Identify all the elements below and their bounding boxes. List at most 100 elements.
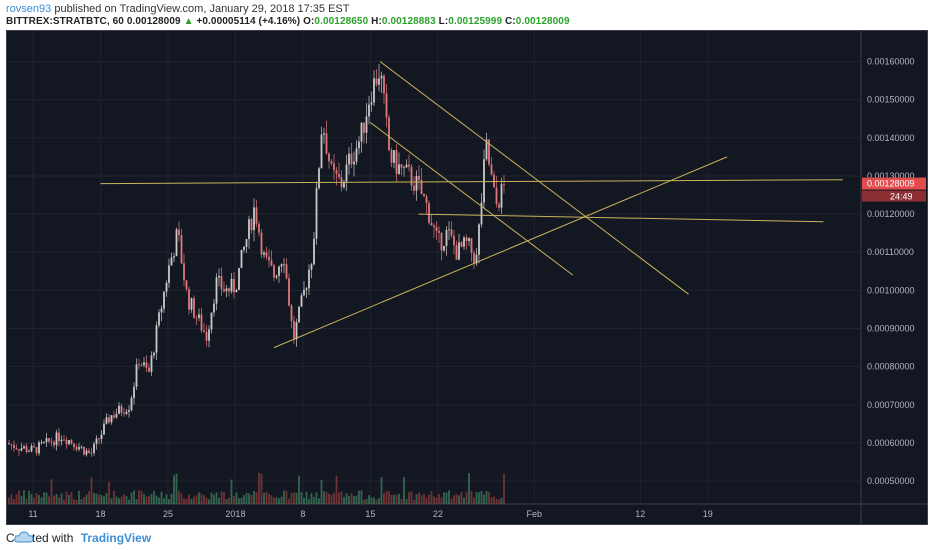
candle-body — [173, 256, 175, 258]
candle-body — [48, 438, 50, 442]
candle-body — [190, 298, 193, 310]
volume-bar — [288, 498, 290, 504]
volume-bar — [210, 492, 213, 504]
candle-body — [50, 441, 53, 443]
candle-body — [355, 148, 358, 162]
volume-bar — [438, 494, 440, 504]
volume-bar — [270, 495, 273, 504]
volume-bar — [483, 494, 485, 504]
trendline[interactable] — [418, 213, 824, 223]
volume-bar — [110, 498, 113, 504]
volume-bar — [140, 490, 143, 504]
candle-body — [30, 445, 33, 452]
y-tick-label: 0.00050000 — [867, 476, 915, 486]
volume-bar — [60, 493, 63, 504]
volume-bar — [53, 495, 55, 504]
candlestick-chart[interactable]: 0.00050000 0.00060000 0.00070000 0.00080000… — [7, 31, 927, 524]
volume-bar — [425, 497, 428, 504]
candle-body — [433, 225, 435, 228]
candle-body — [435, 227, 438, 231]
candle-body — [225, 288, 228, 292]
chart-panel[interactable]: 0.00050000 0.00060000 0.00070000 0.00080000… — [6, 30, 928, 525]
volume-bar — [173, 475, 175, 504]
candle-body — [208, 329, 210, 341]
volume-bar — [33, 497, 35, 504]
candle-body — [155, 325, 158, 353]
candle-body — [455, 245, 458, 260]
candle-body — [313, 238, 315, 265]
candle-body — [265, 252, 268, 257]
volume-bar — [328, 493, 330, 504]
volume-bar — [293, 492, 295, 504]
volume-bar — [398, 493, 400, 504]
candle-body — [230, 278, 233, 292]
volume-bar — [113, 490, 115, 504]
volume-bar — [245, 492, 248, 504]
volume-bar — [318, 498, 320, 504]
volume-bar — [400, 498, 403, 504]
candle-body — [218, 275, 220, 278]
candle-body — [93, 443, 95, 454]
volume-bar — [480, 490, 483, 504]
candle-body — [23, 446, 25, 449]
volume-bar — [135, 499, 138, 504]
volume-bar — [38, 495, 40, 504]
volume-bar — [18, 490, 20, 504]
volume-bar — [73, 499, 75, 504]
candle-body — [210, 312, 213, 330]
x-tick-label: 12 — [635, 509, 645, 519]
volume-bar — [238, 498, 240, 504]
volume-bar — [248, 493, 250, 504]
y-tick-label: 0.00160000 — [867, 57, 915, 67]
volume-bar — [253, 491, 255, 504]
volume-bar — [58, 497, 60, 504]
candle-body — [125, 411, 128, 414]
candle-body — [325, 133, 328, 154]
candle-body — [370, 102, 373, 105]
y-tick-label: 0.00110000 — [867, 247, 914, 257]
volume-bar — [390, 494, 393, 504]
y-tick-label: 0.00130000 — [867, 171, 915, 181]
volume-bar — [375, 499, 378, 504]
volume-bar — [330, 494, 333, 504]
volume-bar — [285, 490, 288, 504]
candle-body — [248, 219, 250, 240]
candle-body — [310, 264, 313, 270]
candle-body — [33, 445, 35, 448]
candle-body — [20, 448, 23, 451]
candle-body — [285, 264, 288, 279]
candle-body — [278, 266, 280, 276]
candle-body — [215, 277, 218, 304]
volume-bar — [315, 492, 318, 504]
y-tick-label: 0.00060000 — [867, 438, 915, 448]
candle-body — [168, 265, 170, 283]
candle-body — [228, 288, 230, 292]
volume-bar — [408, 492, 410, 504]
x-tick-label: 25 — [163, 509, 173, 519]
candle-body — [158, 312, 160, 326]
tradingview-brand[interactable]: TradingView — [80, 531, 152, 545]
volume-bar — [355, 495, 358, 504]
trendline[interactable] — [370, 122, 574, 276]
trendline[interactable] — [379, 61, 689, 295]
candle-body — [488, 139, 490, 165]
volume-bar — [493, 496, 495, 504]
candle-body — [280, 264, 283, 267]
volume-bar — [190, 499, 193, 504]
candle-body — [328, 153, 330, 162]
volume-bar — [23, 490, 25, 504]
trendline[interactable] — [100, 179, 843, 185]
candle-body — [178, 229, 180, 236]
author-link[interactable]: rovsen93 — [6, 3, 52, 15]
candle-body — [160, 308, 163, 313]
volume-bar — [88, 491, 90, 504]
candle-body — [468, 238, 470, 242]
volume-bar — [125, 496, 128, 504]
volume-bar — [28, 490, 30, 504]
volume-bar — [223, 492, 225, 504]
volume-bar — [105, 493, 108, 504]
trendline[interactable] — [273, 156, 728, 349]
candle-body — [188, 289, 190, 310]
volume-bar — [233, 496, 235, 504]
volume-bar — [50, 479, 53, 504]
